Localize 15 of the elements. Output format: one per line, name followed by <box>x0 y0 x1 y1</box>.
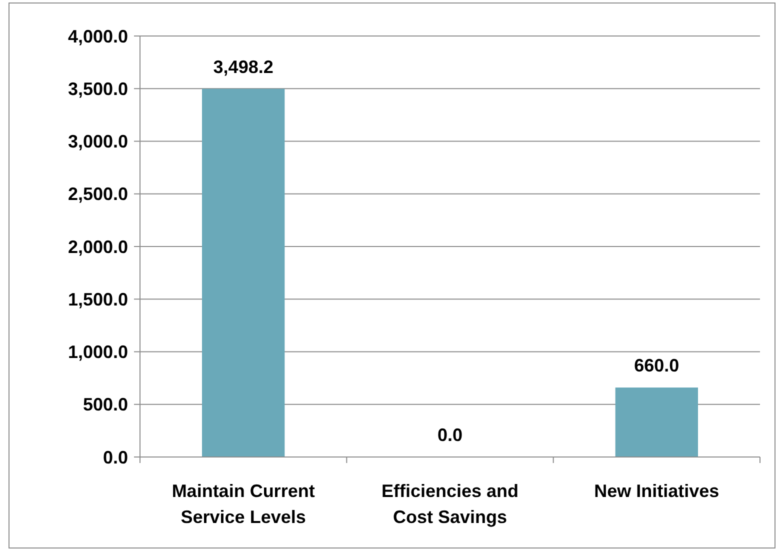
data-label: 3,498.2 <box>213 56 274 77</box>
y-tick-label: 0.0 <box>102 447 128 468</box>
y-tick-label: 4,000.0 <box>68 26 128 46</box>
y-tick-label: 500.0 <box>82 394 128 415</box>
x-tick-label: Efficiencies and Cost Savings <box>381 481 519 527</box>
y-tick-label: 1,500.0 <box>68 289 128 310</box>
x-tick-label: Maintain Current Service Levels <box>172 481 315 527</box>
y-tick-label: 2,000.0 <box>68 236 128 257</box>
y-tick-label: 1,000.0 <box>68 342 128 362</box>
y-tick-label: 3,000.0 <box>68 132 128 152</box>
x-tick-label: New Initiatives <box>594 481 720 501</box>
data-label: 660.0 <box>634 356 680 376</box>
y-tick-label: 3,500.0 <box>68 78 128 99</box>
data-label: 0.0 <box>437 425 463 445</box>
y-tick-label: 2,500.0 <box>68 184 128 204</box>
